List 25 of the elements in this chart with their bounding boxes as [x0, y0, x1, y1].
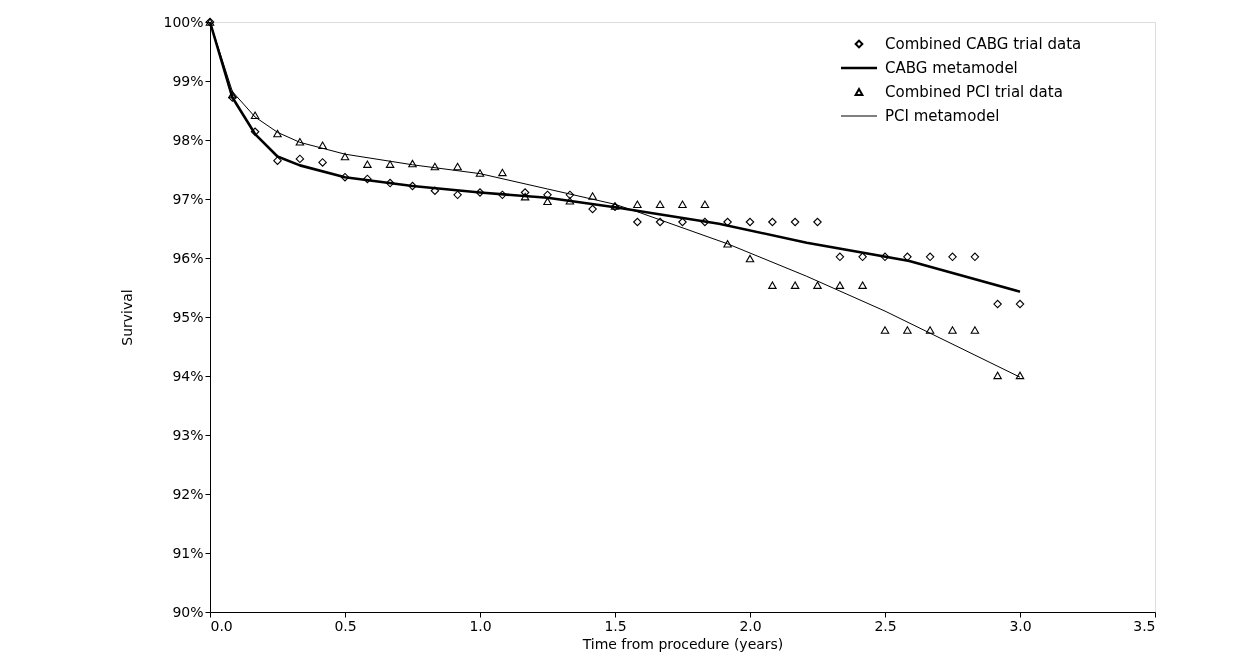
x-tick-label: 3.0 [1009, 617, 1032, 634]
y-tick-label: 95% [172, 308, 204, 325]
x-axis-title: Time from procedure (years) [581, 635, 784, 652]
x-tick-label: 2.5 [874, 617, 897, 634]
x-tick-label: 2.0 [739, 617, 762, 634]
y-tick-label: 97% [172, 190, 204, 207]
legend-label: Combined CABG trial data [885, 35, 1082, 53]
legend-label: Combined PCI trial data [885, 83, 1063, 101]
y-tick-label: 91% [172, 544, 204, 561]
y-tick-label: 94% [172, 367, 204, 384]
y-tick-label: 99% [172, 72, 204, 89]
y-tick-label: 98% [172, 131, 204, 148]
x-tick-label: 0.0 [210, 617, 233, 634]
x-tick-label: 1.5 [604, 617, 627, 634]
y-tick-label: 92% [172, 485, 204, 502]
y-axis-title: Survival [119, 289, 136, 346]
x-tick-label: 0.5 [334, 617, 357, 634]
y-tick-label: 100% [163, 13, 204, 30]
y-tick-label: 96% [172, 249, 204, 266]
x-tick-label: 1.0 [469, 617, 492, 634]
legend-label: PCI metamodel [885, 107, 1000, 125]
y-tick-label: 93% [172, 426, 204, 443]
y-tick-label: 90% [172, 603, 204, 620]
x-tick-label: 3.5 [1133, 617, 1156, 634]
legend-label: CABG metamodel [885, 59, 1018, 77]
